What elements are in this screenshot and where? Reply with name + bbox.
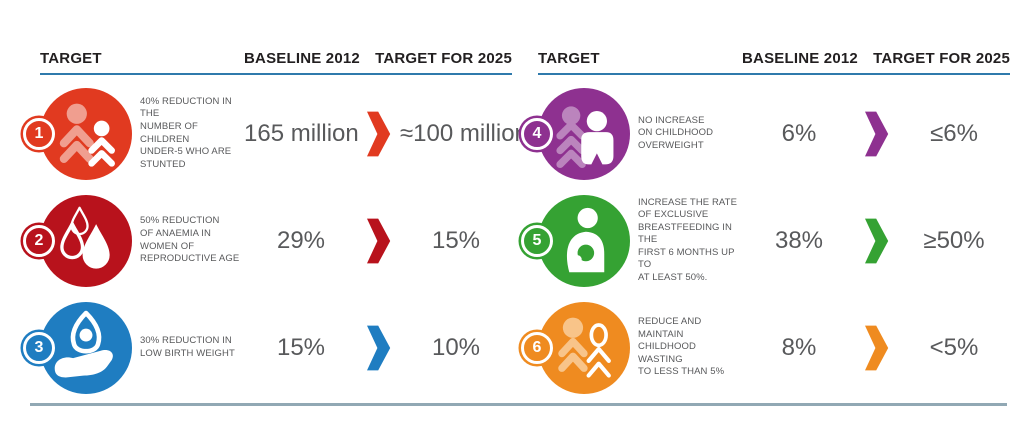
target-row-2: 2 50% REDUCTION OF ANAEMIA IN WOMEN OF R… — [23, 187, 512, 294]
target-number-badge: 3 — [23, 331, 55, 364]
target-number-badge: 1 — [23, 117, 55, 150]
column-left: TARGET BASELINE 2012 TARGET FOR 2025 1 — [23, 50, 528, 401]
breastfeeding-icon — [538, 194, 630, 287]
target-icon-group: 3 — [23, 301, 140, 394]
trend-arrow-icon — [358, 323, 400, 373]
header-divider — [40, 73, 512, 75]
target-icon-group: 5 — [521, 194, 638, 287]
baseline-value: 6% — [781, 119, 817, 147]
target-row-1: 1 40% REDUCTION IN THE NUMBER OF CHILDRE… — [23, 80, 528, 187]
header-divider — [538, 73, 1010, 75]
target-row-3: 3 30% REDUCTION IN LOW BIRTH WEIGHT 15% — [23, 294, 512, 401]
target-value: ≥50% — [923, 226, 985, 254]
target-number-badge: 2 — [23, 224, 55, 257]
baseline-value: 8% — [781, 333, 817, 361]
target-description: 30% REDUCTION IN LOW BIRTH WEIGHT — [140, 334, 235, 359]
baseline-value: 29% — [276, 226, 326, 254]
header-target-2025-label: TARGET FOR 2025 — [873, 50, 1010, 67]
childhood-overweight-icon — [538, 87, 630, 180]
target-description: 40% REDUCTION IN THE NUMBER OF CHILDREN … — [140, 95, 232, 170]
target-row-6: 6 REDUCE AND MAINTAIN CHILDHOOD WASTING … — [521, 294, 1010, 401]
target-row-5: 5 INCREASE THE RATE OF EXCLUSIVE BREASTF… — [521, 187, 1010, 294]
baseline-value: 165 million — [244, 119, 359, 147]
trend-arrow-icon — [856, 216, 898, 266]
target-value: ≈100 million — [400, 119, 528, 147]
target-icon-group: 6 — [521, 301, 638, 394]
header-target-2025-label: TARGET FOR 2025 — [375, 50, 512, 67]
column-right-header: TARGET BASELINE 2012 TARGET FOR 2025 — [538, 50, 1010, 67]
header-baseline-label: BASELINE 2012 — [742, 50, 858, 67]
target-description: 50% REDUCTION OF ANAEMIA IN WOMEN OF REP… — [140, 215, 240, 265]
target-number-badge: 6 — [521, 331, 553, 364]
header-baseline-label: BASELINE 2012 — [244, 50, 360, 67]
trend-arrow-icon — [856, 323, 898, 373]
target-description: NO INCREASE ON CHILDHOOD OVERWEIGHT — [638, 114, 714, 151]
bottom-divider — [30, 403, 1007, 406]
header-target-label: TARGET — [538, 50, 600, 67]
target-description: REDUCE AND MAINTAIN CHILDHOOD WASTING TO… — [638, 316, 725, 378]
target-value: 15% — [431, 226, 481, 254]
target-row-4: 4 NO INCREASE ON CHILDHOOD OVERWEIGHT — [521, 80, 1010, 187]
target-description: INCREASE THE RATE OF EXCLUSIVE BREASTFEE… — [638, 196, 738, 283]
baseline-value: 15% — [276, 333, 326, 361]
target-number-badge: 5 — [521, 224, 553, 257]
blood-drops-icon — [40, 194, 132, 287]
trend-arrow-icon — [856, 109, 898, 159]
childhood-wasting-icon — [538, 301, 630, 394]
baseline-value: 38% — [774, 226, 824, 254]
low-birth-weight-icon — [40, 301, 132, 394]
trend-arrow-icon — [358, 109, 400, 159]
column-left-header: TARGET BASELINE 2012 TARGET FOR 2025 — [40, 50, 512, 67]
column-right: TARGET BASELINE 2012 TARGET FOR 2025 4 — [521, 50, 1010, 401]
stunted-children-icon — [40, 87, 132, 180]
target-value: <5% — [929, 333, 979, 361]
target-icon-group: 4 — [521, 87, 638, 180]
target-value: 10% — [431, 333, 481, 361]
trend-arrow-icon — [358, 216, 400, 266]
target-value: ≤6% — [930, 119, 978, 147]
header-target-label: TARGET — [40, 50, 102, 67]
target-icon-group: 2 — [23, 194, 140, 287]
target-icon-group: 1 — [23, 87, 140, 180]
target-number-badge: 4 — [521, 117, 553, 150]
